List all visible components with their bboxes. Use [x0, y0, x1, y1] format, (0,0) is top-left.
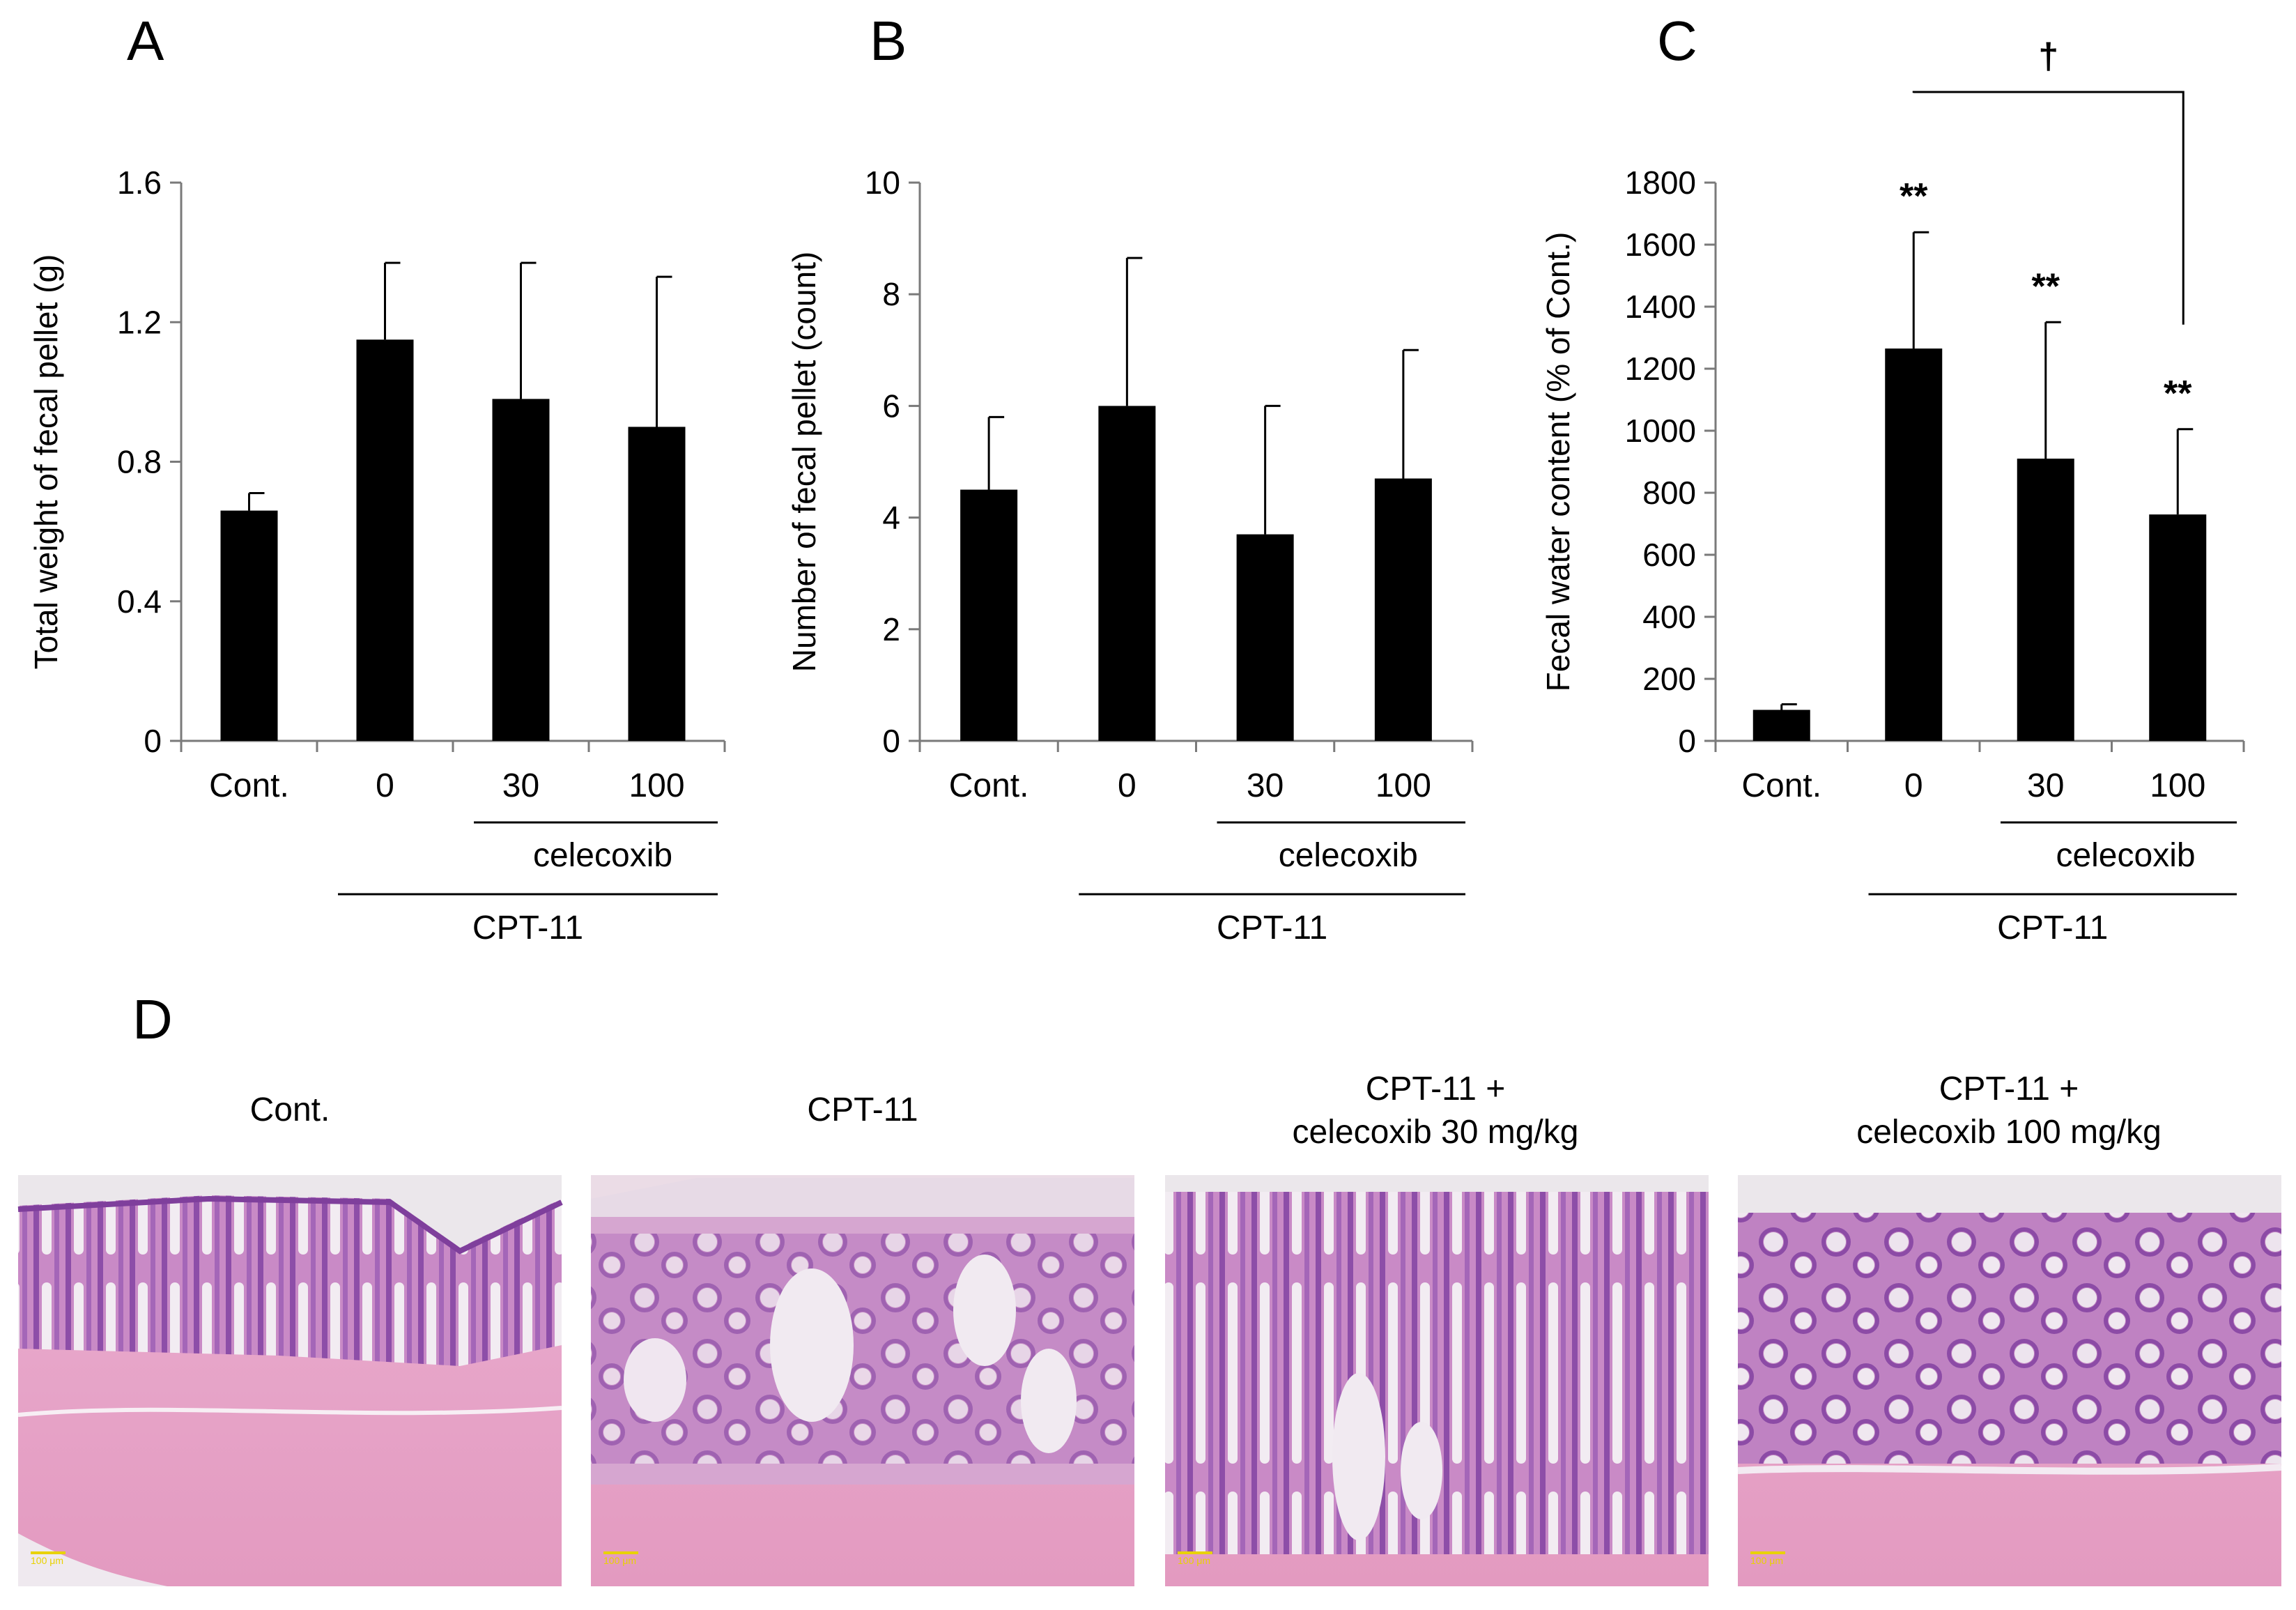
y-axis-title: Number of fecal pellet (count)	[786, 252, 822, 672]
y-tick-label: 6	[882, 388, 900, 424]
micrograph-cpt11: 100 μm	[591, 1175, 1134, 1586]
y-tick-label: 8	[882, 276, 900, 312]
category-label: 30	[2027, 767, 2064, 804]
micrograph-caption-30-line1: CPT-11 +	[1366, 1071, 1506, 1107]
celecoxib-group-label: celecoxib	[533, 837, 672, 874]
y-tick-label: 0	[1678, 723, 1696, 759]
bar	[492, 399, 550, 741]
category-label: 0	[376, 767, 394, 804]
bar	[1752, 710, 1810, 741]
y-tick-label: 1800	[1625, 164, 1696, 201]
significance-bracket	[1912, 91, 2185, 325]
scale-bar-label: 100 μm	[603, 1555, 636, 1566]
panel-letter-a: A	[127, 10, 164, 72]
chart-b: 0 2 4 6 8 10 Number of fecal pellet (count) Con…	[786, 164, 1474, 946]
bar	[2017, 459, 2074, 741]
micrograph-celecoxib-100: 100 μm	[1737, 1175, 2282, 1586]
significance-marker: **	[2032, 266, 2060, 307]
celecoxib-group-label: celecoxib	[1279, 837, 1418, 874]
dagger-marker: †	[2038, 36, 2058, 77]
y-tick-label: 2	[882, 611, 900, 647]
bar	[960, 489, 1018, 741]
category-label: Cont.	[209, 767, 289, 804]
category-label: 0	[1118, 767, 1137, 804]
y-tick-label: 200	[1642, 661, 1696, 697]
y-tick-label: 400	[1642, 599, 1696, 635]
cpt11-group-label: CPT-11	[1217, 910, 1327, 946]
y-axis-title: Fecal water content (% of Cont.)	[1540, 232, 1576, 692]
category-label: 30	[1247, 767, 1284, 804]
panel-letter-b: B	[870, 10, 907, 72]
micrograph-celecoxib-30: 100 μm	[1165, 1175, 1709, 1586]
y-tick-label: 1200	[1625, 351, 1696, 387]
scale-bar-label: 100 μm	[31, 1555, 63, 1566]
y-tick-label: 10	[865, 164, 900, 201]
category-label: 100	[2150, 767, 2205, 804]
y-tick-label: 0	[882, 723, 900, 759]
panel-letter-c: C	[1657, 10, 1697, 72]
y-tick-label: 600	[1642, 537, 1696, 573]
y-tick-label: 1.6	[117, 164, 162, 201]
y-axis-title: Total weight of fecal pellet (g)	[28, 254, 64, 670]
y-tick-label: 0	[144, 723, 162, 759]
bar	[2149, 514, 2207, 741]
micrograph-cont: 100 μm	[17, 1175, 563, 1586]
category-label: 100	[629, 767, 684, 804]
category-label: 0	[1904, 767, 1923, 804]
category-label: Cont.	[949, 767, 1029, 804]
category-label: 30	[502, 767, 539, 804]
bar	[1098, 406, 1156, 741]
panel-letter-d: D	[132, 988, 173, 1050]
scale-bar-label: 100 μm	[1750, 1555, 1783, 1566]
bar	[628, 427, 686, 741]
micrograph-caption-100-line1: CPT-11 +	[1939, 1071, 2079, 1107]
bar	[1236, 534, 1294, 741]
significance-marker: **	[1900, 176, 1928, 217]
bar	[1885, 348, 1943, 741]
cpt11-group-label: CPT-11	[1997, 910, 2108, 946]
y-tick-label: 1600	[1625, 227, 1696, 263]
category-label: Cont.	[1741, 767, 1821, 804]
chart-a: 0 0.4 0.8 1.2 1.6 Total weight of fecal pelle…	[28, 164, 726, 946]
bar	[1374, 478, 1432, 741]
y-tick-label: 4	[882, 500, 900, 536]
micrograph-caption-cpt11: CPT-11	[807, 1091, 918, 1128]
scale-bar-label: 100 μm	[1178, 1555, 1210, 1566]
micrograph-caption-100-line2: celecoxib 100 mg/kg	[1856, 1114, 2162, 1151]
micrograph-caption-30-line2: celecoxib 30 mg/kg	[1293, 1114, 1579, 1151]
y-tick-label: 800	[1642, 475, 1696, 511]
y-tick-label: 1400	[1625, 289, 1696, 325]
significance-marker: **	[2164, 374, 2192, 414]
y-tick-label: 0.4	[117, 583, 162, 620]
y-tick-label: 0.8	[117, 444, 162, 480]
micrograph-caption-cont: Cont.	[250, 1091, 330, 1128]
bar	[220, 510, 278, 741]
bar	[356, 339, 414, 741]
cpt11-group-label: CPT-11	[472, 910, 583, 946]
y-tick-label: 1000	[1625, 413, 1696, 449]
y-tick-label: 1.2	[117, 304, 162, 340]
category-label: 100	[1376, 767, 1431, 804]
celecoxib-group-label: celecoxib	[2056, 837, 2195, 874]
